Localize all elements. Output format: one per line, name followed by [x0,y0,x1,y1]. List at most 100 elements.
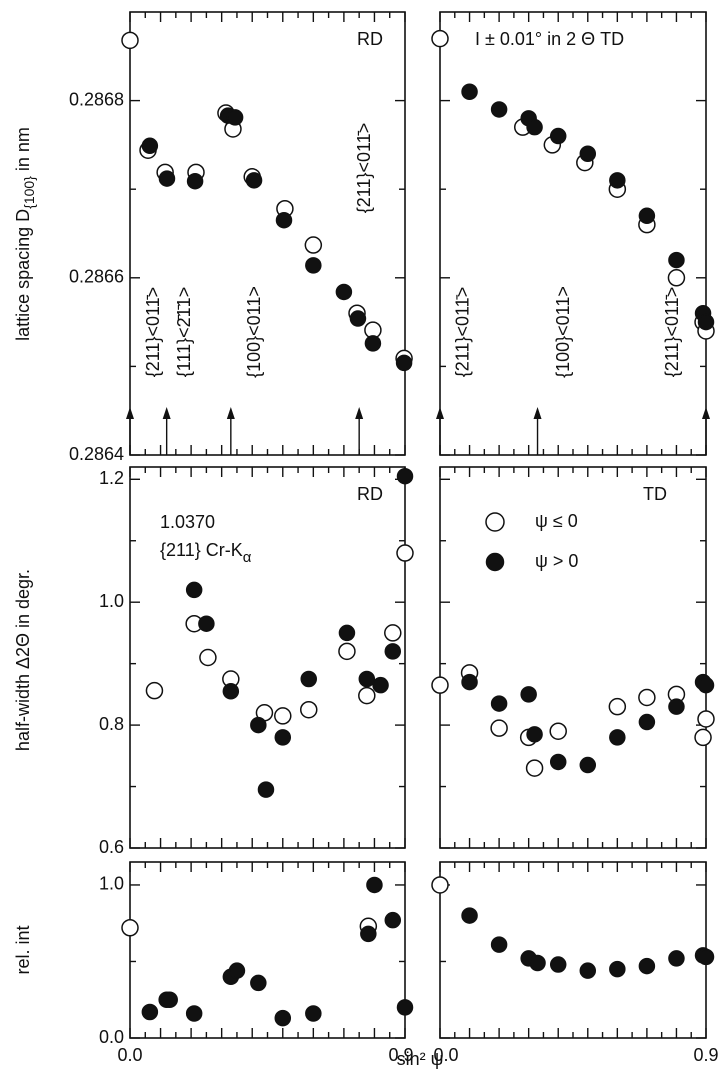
filled-point [349,310,367,327]
y-tick-label: 0.6 [99,837,124,857]
y-tick-label: 0.2864 [69,444,124,464]
filled-point [226,109,244,126]
arrow-head [355,407,364,419]
open-point [549,722,567,740]
arrow-head [702,407,710,419]
open-point [396,544,414,562]
panel-note: 1.0370 [160,512,215,532]
filled-point [609,960,626,978]
y-tick-label: 1.0 [99,591,124,611]
filled-point [257,781,275,798]
panel-note-part: {211} Cr-K [160,540,243,560]
filled-point [364,335,382,352]
filled-point [549,127,567,145]
filled-point [697,676,715,694]
panel-label: RD [357,484,383,504]
filled-point [384,643,402,660]
y-axis-label: lattice spacing D{100} in nm [13,127,37,341]
open-point [199,648,217,667]
filled-point [668,251,685,269]
filled-point [228,962,246,979]
annotation: {211}<011̄> [354,123,374,213]
open-point [338,642,356,661]
y-tick-label: 1.2 [99,468,124,488]
legend-label: ψ > 0 [535,551,578,571]
filled-point [529,954,546,972]
filled-point [161,991,178,1008]
legend-marker [485,512,505,532]
filled-point [579,145,597,163]
filled-point [490,101,508,118]
x-tick-label: 0.0 [433,1045,458,1065]
y-tick-label: 0.2868 [69,89,124,109]
panel-frame [439,11,707,456]
open-point [697,710,715,728]
filled-point [335,283,353,301]
open-point [667,269,686,287]
arrow-head [533,407,542,419]
filled-point [461,907,478,924]
x-tick-label: 0.9 [693,1045,718,1065]
y-axis-label-part: in nm [13,127,33,176]
y-axis-label: rel. int [13,925,33,974]
open-point [431,29,449,48]
x-tick-label: 0.0 [117,1045,142,1065]
panel-label: I ± 0.01° in 2 Θ TD [475,29,624,49]
annotation: {100}<011> [244,286,264,378]
filled-point [549,753,567,771]
filled-point [305,1005,322,1022]
filled-point [396,467,414,485]
filled-point [638,713,656,731]
filled-point [366,876,383,894]
open-point [431,876,449,894]
filled-point [158,170,176,187]
panel-frame [129,861,406,1039]
open-point [121,31,139,50]
panel-frame [439,861,707,1039]
open-point [300,700,318,719]
filled-point [185,581,203,599]
filled-point [250,974,267,992]
y-axis-label-part: half-width Δ2Θ in degr. [13,569,33,751]
open-point [304,236,323,254]
filled-point [250,716,267,734]
panel-note: {211} Cr-Kα [160,540,252,566]
filled-point [490,936,508,953]
arrow-head [226,407,235,419]
y-tick-label: 0.0 [99,1027,124,1047]
filled-point [338,624,356,642]
annotation: {111}<2̄1̄1> [174,287,194,377]
open-point [384,624,402,642]
open-point [145,681,164,700]
filled-point [395,354,413,372]
filled-point [668,950,685,967]
filled-point [609,172,626,189]
arrow-head [162,407,171,419]
filled-point [358,670,376,688]
filled-point [198,615,215,632]
panel-note-sub: α [243,549,252,566]
filled-point [697,948,715,966]
open-point [358,686,376,705]
filled-point [372,676,389,694]
filled-point [396,999,414,1016]
filled-point [186,172,204,190]
filled-point [526,118,543,136]
y-axis-label-part: rel. int [13,925,33,974]
panel-label: RD [357,29,383,49]
annotation: {211}<011̄> [662,287,682,377]
filled-point [520,686,537,703]
filled-point [275,211,293,229]
filled-point [384,911,402,929]
filled-point [141,1003,159,1021]
y-tick-label: 1.0 [99,874,124,894]
open-point [638,688,656,707]
filled-point [300,670,317,688]
filled-point [360,925,377,943]
filled-point [697,313,715,331]
y-axis-label: half-width Δ2Θ in degr. [13,569,33,751]
x-tick-label: 0.9 [388,1045,413,1065]
arrow-head [436,407,444,419]
open-point [274,707,292,725]
